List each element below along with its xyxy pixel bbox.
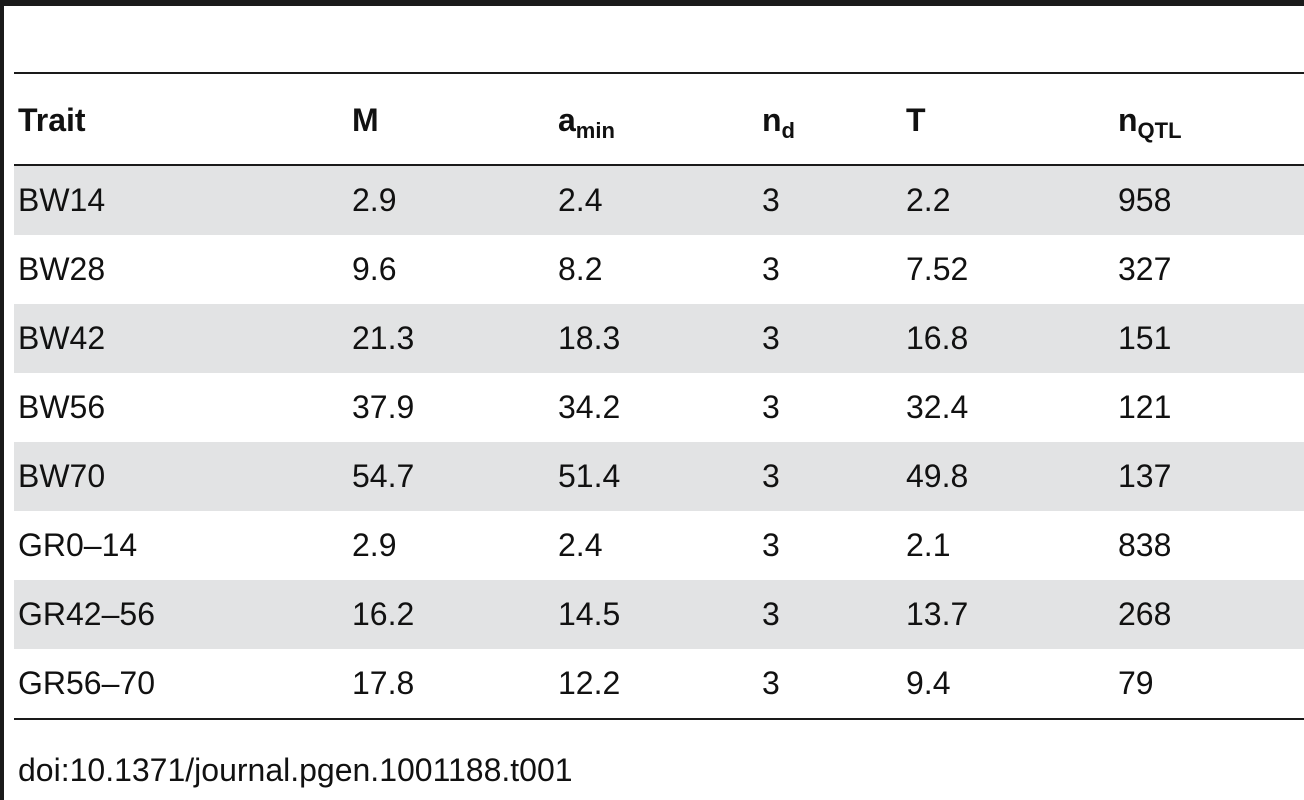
header-a-min: amin [558,101,615,143]
cell-t: 16.8 [902,304,1114,373]
cell-m: 17.8 [352,665,415,701]
cell-n-qtl: 79 [1118,665,1154,701]
header-row: Trait M amin nd T nQTL [14,74,1304,166]
left-border [0,0,4,800]
cell-n-d: 3 [762,665,780,701]
cell-n-d: 3 [762,251,780,287]
header-n-qtl: nQTL [1118,101,1182,143]
table-header-rule [14,164,1304,166]
cell-t: 32.4 [906,389,969,425]
cell-a-min: 51.4 [554,442,758,511]
cell-n-d: 3 [758,442,902,511]
data-table-container: Trait M amin nd T nQTL BW14 2.9 2.4 3 2.2 958… [14,72,1304,720]
table-row: GR42–56 16.2 14.5 3 13.7 268 [14,580,1304,649]
cell-m: 16.2 [348,580,554,649]
table-row: GR56–70 17.8 12.2 3 9.4 79 [14,649,1304,718]
cell-trait: GR42–56 [14,580,348,649]
cell-n-qtl: 958 [1114,166,1304,235]
cell-trait: BW70 [14,442,348,511]
cell-t: 9.4 [906,665,951,701]
cell-a-min: 34.2 [558,389,621,425]
cell-m: 37.9 [352,389,415,425]
cell-n-qtl: 838 [1118,527,1172,563]
cell-n-qtl: 137 [1114,442,1304,511]
table-row: BW70 54.7 51.4 3 49.8 137 [14,442,1304,511]
cell-trait: BW28 [18,251,106,287]
cell-n-d: 3 [758,304,902,373]
cell-trait: BW14 [14,166,348,235]
cell-a-min: 2.4 [554,166,758,235]
cell-n-d: 3 [758,166,902,235]
cell-n-qtl: 327 [1118,251,1172,287]
cell-a-min: 8.2 [558,251,603,287]
cell-m: 2.9 [348,166,554,235]
cell-t: 2.2 [902,166,1114,235]
table-row: BW28 9.6 8.2 3 7.52 327 [14,235,1304,304]
cell-m: 54.7 [348,442,554,511]
table-row: BW56 37.9 34.2 3 32.4 121 [14,373,1304,442]
data-table: Trait M amin nd T nQTL BW14 2.9 2.4 3 2.2 958… [14,74,1304,718]
cell-t: 2.1 [906,527,951,563]
cell-m: 9.6 [352,251,397,287]
top-border [0,0,1304,6]
table-top-rule [14,72,1304,74]
cell-trait: GR56–70 [18,665,155,701]
header-m: M [352,101,379,138]
doi-caption: doi:10.1371/journal.pgen.1001188.t001 [18,752,573,788]
table-row: BW14 2.9 2.4 3 2.2 958 [14,166,1304,235]
table-row: BW42 21.3 18.3 3 16.8 151 [14,304,1304,373]
cell-a-min: 12.2 [558,665,621,701]
cell-n-d: 3 [758,580,902,649]
header-trait: Trait [18,101,86,138]
cell-a-min: 18.3 [554,304,758,373]
cell-a-min: 2.4 [558,527,603,563]
cell-n-qtl: 121 [1118,389,1172,425]
header-t: T [906,101,926,138]
cell-a-min: 14.5 [554,580,758,649]
header-n-d: nd [762,101,795,143]
cell-t: 49.8 [902,442,1114,511]
cell-trait: BW42 [14,304,348,373]
cell-t: 7.52 [906,251,969,287]
table-bottom-rule [14,718,1304,720]
cell-n-d: 3 [762,527,780,563]
cell-trait: GR0–14 [18,527,138,563]
cell-m: 2.9 [352,527,397,563]
cell-t: 13.7 [902,580,1114,649]
cell-n-qtl: 268 [1114,580,1304,649]
table-row: GR0–14 2.9 2.4 3 2.1 838 [14,511,1304,580]
cell-n-d: 3 [762,389,780,425]
cell-trait: BW56 [18,389,106,425]
cell-m: 21.3 [348,304,554,373]
cell-n-qtl: 151 [1114,304,1304,373]
